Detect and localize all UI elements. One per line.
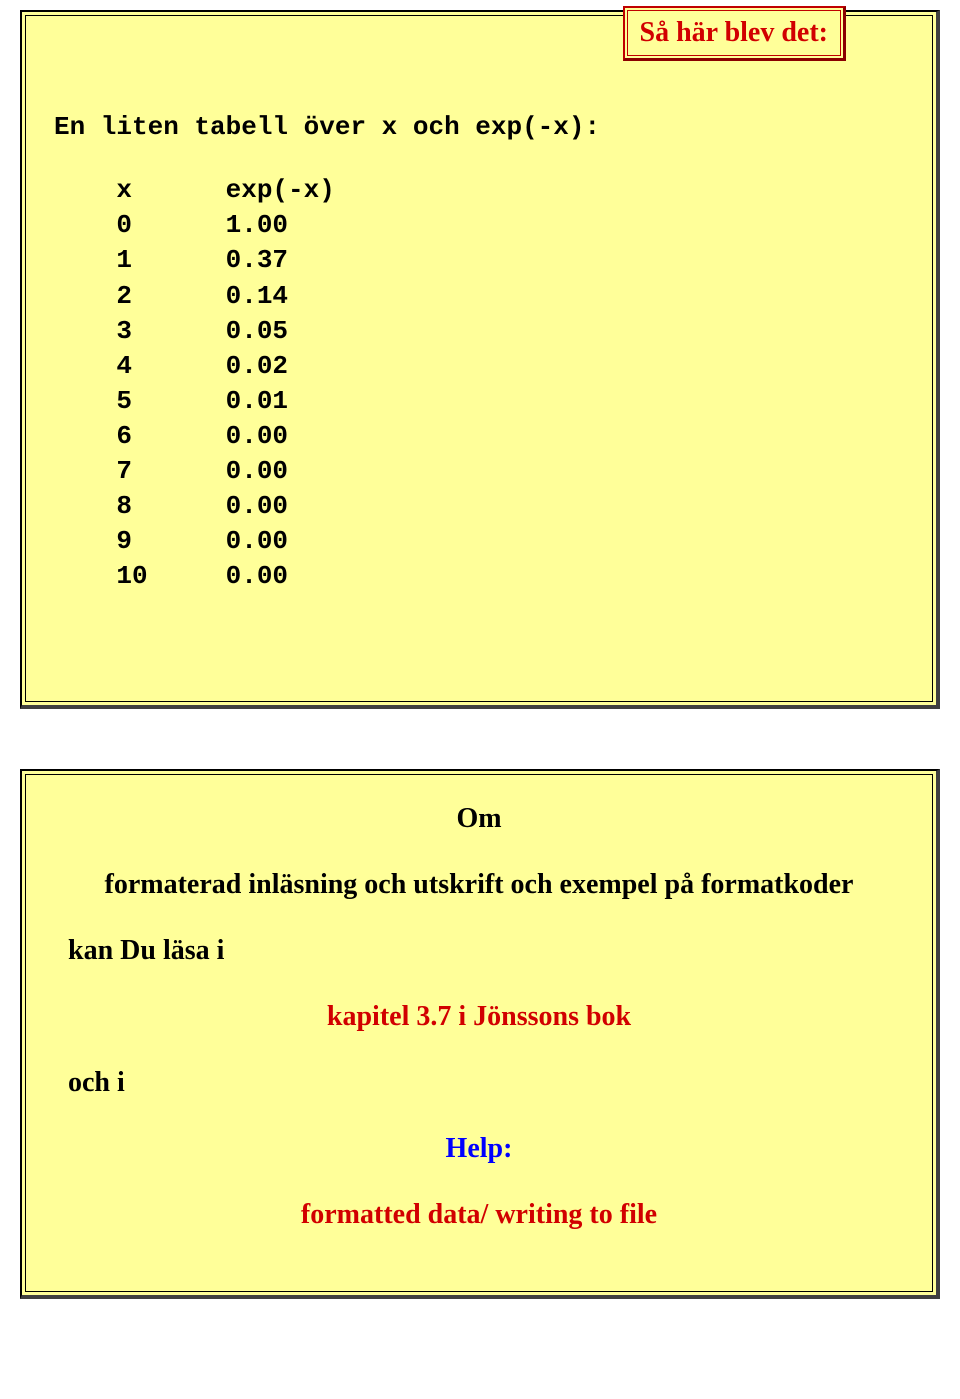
info-and: och i: [68, 1067, 890, 1099]
info-chapter: kapitel 3.7 i Jönssons bok: [68, 1001, 890, 1033]
info-help: Help:: [68, 1133, 890, 1165]
info-heading: Om: [68, 803, 890, 835]
info-panel-inner: Om formaterad inläsning och utskrift och…: [25, 774, 933, 1292]
info-panel: Om formaterad inläsning och utskrift och…: [20, 769, 940, 1299]
result-callout-text: Så här blev det:: [640, 17, 829, 48]
console-title: En liten tabell över x och exp(-x):: [54, 110, 904, 145]
console-table: x exp(-x) 0 1.00 1 0.37 2 0.14 3 0.05 4 …: [54, 175, 335, 591]
info-formatted: formatted data/ writing to file: [68, 1199, 890, 1231]
output-panel: Så här blev det: En liten tabell över x …: [20, 10, 940, 709]
result-callout: Så här blev det:: [623, 6, 847, 61]
result-callout-inner: Så här blev det:: [627, 10, 842, 56]
output-panel-inner: Så här blev det: En liten tabell över x …: [25, 15, 933, 702]
info-intro: formaterad inläsning och utskrift och ex…: [68, 869, 890, 901]
console-output: En liten tabell över x och exp(-x): x ex…: [54, 40, 904, 665]
info-read: kan Du läsa i: [68, 935, 890, 967]
